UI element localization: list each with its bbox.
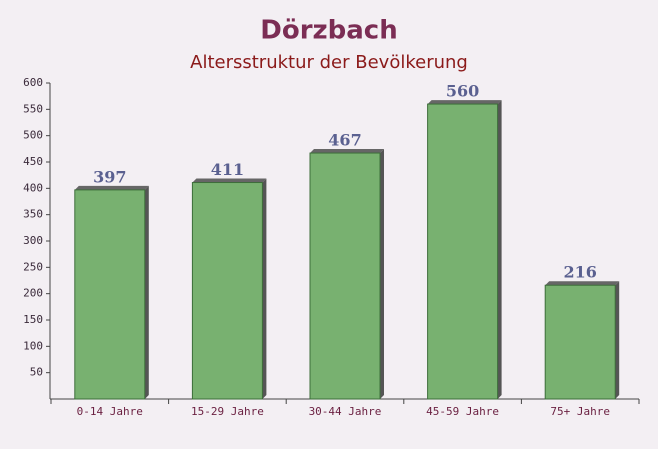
y-tick-label: 450 (23, 155, 43, 168)
x-tick-label: 45-59 Jahre (426, 405, 499, 418)
bar (309, 152, 381, 400)
bar-shadow (310, 149, 384, 154)
bar-shadow (427, 100, 502, 105)
y-tick-label: 200 (23, 287, 43, 300)
bar-shadow (262, 178, 267, 399)
y-tick-label: 400 (23, 181, 43, 194)
bar (191, 182, 263, 400)
y-tick-label: 100 (23, 339, 43, 352)
y-tick-label: 550 (23, 102, 43, 115)
x-tick-label: 0-14 Jahre (77, 405, 143, 418)
bar-shadow (192, 178, 267, 183)
chart-subtitle: Altersstruktur der Bevölkerung (190, 52, 468, 73)
y-tick-label: 250 (23, 260, 43, 273)
bar-shadow (144, 185, 149, 399)
chart-title: Dörzbach (260, 16, 397, 46)
bar (74, 189, 146, 400)
value-label: 560 (446, 82, 479, 101)
bar-shadow (74, 185, 149, 190)
y-tick-label: 350 (23, 208, 43, 221)
y-tick-label: 300 (23, 234, 43, 247)
bar-shadow (615, 281, 620, 399)
bar-shadow (497, 100, 502, 400)
x-tick-label: 30-44 Jahre (309, 405, 382, 418)
x-tick-label: 75+ Jahre (550, 405, 610, 418)
bar (544, 284, 616, 400)
value-label: 397 (93, 167, 126, 186)
bar (427, 103, 499, 400)
y-tick-label: 600 (23, 76, 43, 89)
value-label: 467 (328, 131, 361, 150)
bar-shadow (545, 281, 620, 286)
value-label: 216 (563, 263, 596, 282)
x-tick-label: 15-29 Jahre (191, 405, 264, 418)
y-tick-label: 150 (23, 313, 43, 326)
y-tick-label: 50 (30, 366, 43, 379)
bar-shadow (380, 149, 384, 399)
value-label: 411 (211, 160, 244, 179)
y-tick-label: 500 (23, 129, 43, 142)
